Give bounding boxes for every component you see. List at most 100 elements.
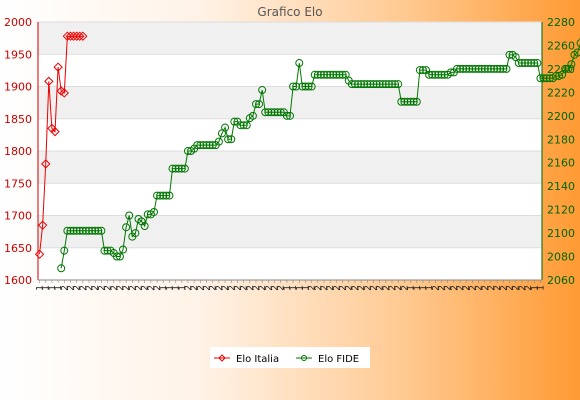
data-point	[326, 70, 335, 79]
data-point	[88, 226, 97, 235]
x-tick-label: 2	[456, 285, 466, 291]
data-point	[375, 80, 384, 89]
left-tick-label: 2000	[4, 16, 32, 29]
data-point	[97, 226, 106, 235]
data-point	[462, 64, 471, 73]
x-tick-label: 2	[524, 285, 534, 291]
x-tick-label: 2	[308, 285, 318, 291]
x-tick-label: 1	[530, 285, 540, 291]
data-point	[301, 82, 310, 91]
x-tick-label: 1	[295, 285, 305, 291]
legend-item: Elo Italia	[214, 354, 279, 365]
data-point	[369, 80, 378, 89]
data-point	[350, 80, 359, 89]
data-point	[165, 191, 174, 200]
data-point	[177, 164, 186, 173]
x-tick-label: 1	[413, 285, 423, 291]
data-point	[415, 66, 424, 75]
left-tick-label: 1900	[4, 81, 32, 94]
data-point	[131, 229, 140, 238]
grid-band	[38, 215, 542, 248]
data-point	[122, 223, 131, 232]
data-point	[34, 249, 45, 259]
x-tick-label: 2	[203, 285, 213, 291]
x-tick-label: 2	[400, 285, 410, 291]
data-point	[394, 80, 403, 89]
grid-bands	[38, 21, 542, 281]
data-point	[360, 80, 369, 89]
data-point	[69, 226, 78, 235]
x-tick-label: 1	[407, 285, 417, 291]
data-point	[270, 108, 279, 117]
data-point	[41, 159, 51, 169]
data-point	[174, 164, 183, 173]
x-tick-label: 2	[326, 285, 336, 291]
data-point	[224, 135, 233, 144]
data-point	[310, 70, 319, 79]
data-point	[255, 100, 264, 109]
x-tick-label: 2	[215, 285, 225, 291]
data-point	[539, 74, 548, 83]
x-tick-label: 2	[240, 285, 250, 291]
data-point	[486, 64, 495, 73]
data-point	[298, 82, 307, 91]
data-point	[168, 164, 177, 173]
data-point	[196, 141, 205, 150]
chart-title: Grafico Elo	[257, 5, 322, 19]
data-point	[282, 111, 291, 120]
data-point	[384, 80, 393, 89]
data-point	[227, 135, 236, 144]
data-point	[295, 59, 304, 68]
data-point	[517, 59, 526, 68]
x-tick-label: 2	[468, 285, 478, 291]
x-tick-label: 2	[450, 285, 460, 291]
data-point	[78, 226, 87, 235]
x-tick-label: 2	[246, 285, 256, 291]
data-point	[62, 31, 73, 41]
data-point	[81, 226, 90, 235]
data-point	[236, 121, 245, 130]
data-point	[307, 82, 316, 91]
x-tick-label: 2	[351, 285, 361, 291]
x-tick-label: 2	[233, 285, 243, 291]
x-tick-label: 2	[60, 285, 70, 291]
data-point	[208, 141, 217, 150]
series-layer	[34, 31, 580, 273]
x-tick-label: 2	[363, 285, 373, 291]
legend-box	[210, 347, 370, 368]
data-point	[115, 252, 124, 261]
data-point	[205, 141, 214, 150]
data-point	[202, 141, 211, 150]
data-point	[323, 70, 332, 79]
data-point	[91, 226, 100, 235]
data-point	[72, 226, 81, 235]
data-point	[78, 31, 88, 41]
data-point	[561, 64, 570, 73]
data-point	[37, 220, 48, 230]
x-tick-label: 1	[36, 285, 46, 291]
grid-band	[38, 151, 542, 184]
x-tick-label: 1	[42, 285, 52, 291]
left-tick-label: 1700	[4, 210, 32, 223]
data-point	[156, 191, 165, 200]
x-tick-label: 2	[104, 285, 114, 291]
x-tick-label: 2	[512, 285, 522, 291]
x-tick-label: 1	[54, 285, 64, 291]
data-point	[68, 31, 79, 41]
x-tick-label: 2	[339, 285, 349, 291]
right-tick-label: 2180	[547, 133, 575, 146]
data-point	[94, 226, 103, 235]
data-point	[465, 64, 474, 73]
series-elo-italia	[34, 31, 88, 259]
x-tick-label: 2	[481, 285, 491, 291]
x-tick-label: 2	[431, 285, 441, 291]
data-point	[171, 164, 180, 173]
data-point	[576, 39, 580, 48]
data-point	[363, 80, 372, 89]
data-point	[313, 70, 322, 79]
right-tick-label: 2160	[547, 157, 575, 170]
x-tick-label: 2	[462, 285, 472, 291]
x-tick-label: 2	[345, 285, 355, 291]
data-point	[332, 70, 341, 79]
x-tick-label: 2	[388, 285, 398, 291]
